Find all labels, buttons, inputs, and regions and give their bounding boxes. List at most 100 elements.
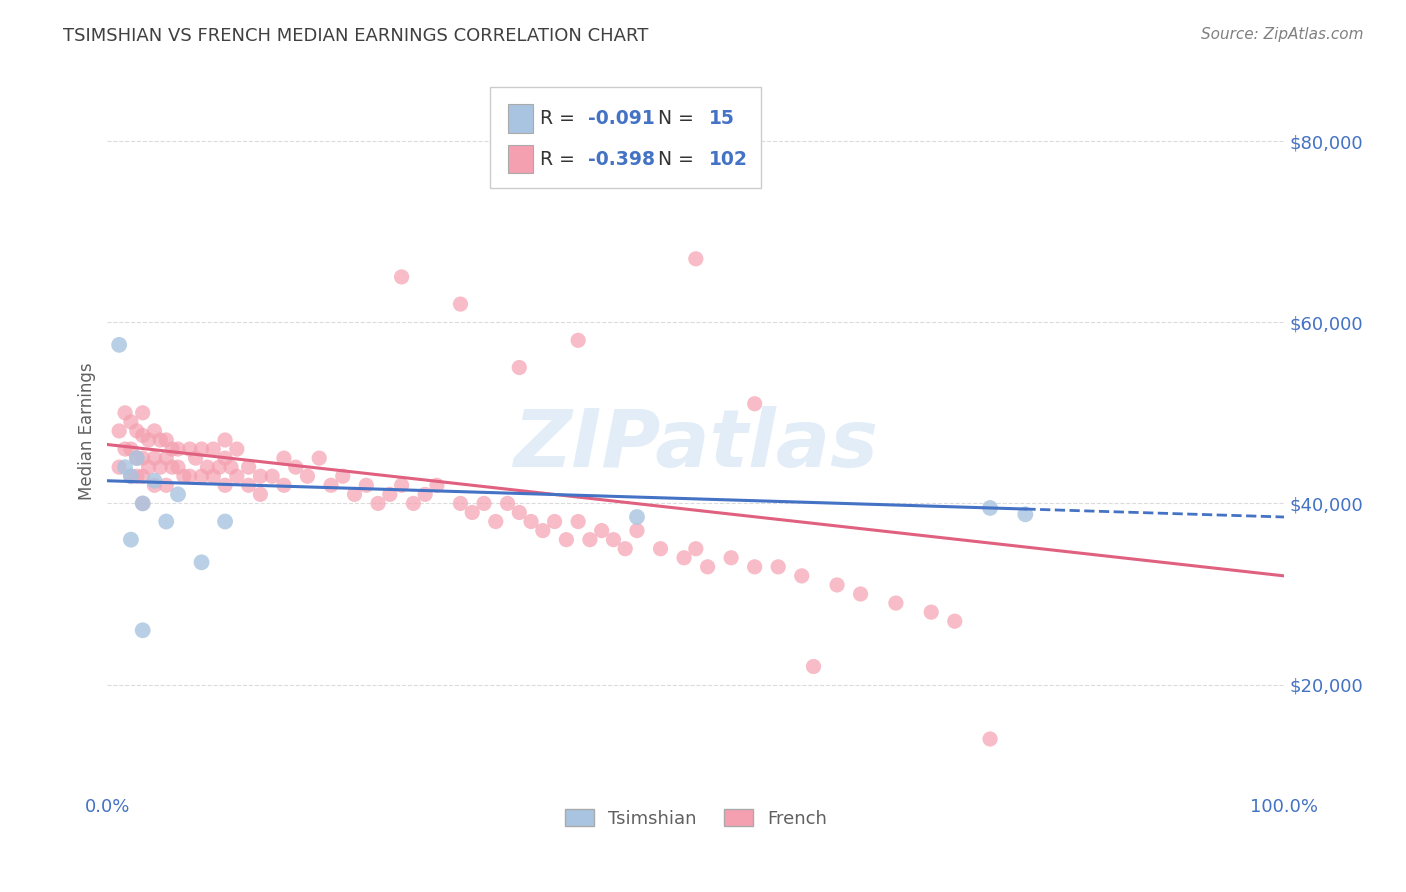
Legend: Tsimshian, French: Tsimshian, French — [558, 802, 834, 835]
Point — [131, 406, 153, 420]
Point — [179, 442, 201, 456]
Bar — [508, 104, 533, 133]
Point — [131, 496, 153, 510]
Point — [543, 515, 565, 529]
Point — [120, 415, 142, 429]
Point — [225, 469, 247, 483]
Point — [143, 424, 166, 438]
Point — [402, 496, 425, 510]
Point — [143, 451, 166, 466]
Point — [884, 596, 907, 610]
Point — [720, 550, 742, 565]
Text: Source: ZipAtlas.com: Source: ZipAtlas.com — [1201, 27, 1364, 42]
Point — [214, 478, 236, 492]
Point — [131, 624, 153, 638]
Point — [114, 460, 136, 475]
Text: R =: R = — [540, 150, 581, 169]
Point — [202, 442, 225, 456]
Point — [131, 469, 153, 483]
Point — [650, 541, 672, 556]
Text: 102: 102 — [709, 150, 748, 169]
Point — [125, 451, 148, 466]
Text: ZIPatlas: ZIPatlas — [513, 407, 879, 484]
Point — [319, 478, 342, 492]
Point — [138, 460, 160, 475]
Point — [149, 433, 172, 447]
Point — [531, 524, 554, 538]
Point — [125, 451, 148, 466]
Point — [120, 469, 142, 483]
Y-axis label: Median Earnings: Median Earnings — [79, 362, 96, 500]
Point — [125, 424, 148, 438]
Point — [120, 442, 142, 456]
Point — [508, 506, 530, 520]
Text: R =: R = — [540, 109, 581, 128]
Point — [555, 533, 578, 547]
Point — [108, 338, 131, 352]
Point — [202, 469, 225, 483]
Point — [143, 478, 166, 492]
Point — [614, 541, 637, 556]
Point — [273, 478, 295, 492]
Point — [149, 460, 172, 475]
Point — [308, 451, 330, 466]
Point — [197, 460, 219, 475]
Point — [332, 469, 354, 483]
Point — [184, 451, 207, 466]
Point — [356, 478, 378, 492]
Point — [120, 533, 142, 547]
Point — [225, 442, 247, 456]
Point — [214, 451, 236, 466]
Point — [284, 460, 307, 475]
Point — [472, 496, 495, 510]
Bar — [508, 145, 533, 173]
Point — [214, 433, 236, 447]
Point — [579, 533, 602, 547]
Point — [238, 460, 260, 475]
Point — [179, 469, 201, 483]
Point — [461, 506, 484, 520]
Point — [520, 515, 543, 529]
Point — [943, 614, 966, 628]
Point — [673, 550, 696, 565]
Point — [155, 451, 177, 466]
Point — [685, 252, 707, 266]
Point — [143, 474, 166, 488]
Point — [155, 515, 177, 529]
Point — [138, 433, 160, 447]
Point — [343, 487, 366, 501]
Point — [413, 487, 436, 501]
Text: N =: N = — [647, 150, 700, 169]
Point — [155, 433, 177, 447]
Point — [1014, 508, 1036, 522]
Point — [108, 424, 131, 438]
Point — [979, 731, 1001, 746]
Point — [803, 659, 825, 673]
Point — [790, 569, 813, 583]
Point — [367, 496, 389, 510]
Point — [114, 442, 136, 456]
Point — [167, 460, 190, 475]
Point — [591, 524, 613, 538]
Point — [567, 515, 589, 529]
Point — [391, 269, 413, 284]
Text: N =: N = — [647, 109, 700, 128]
Point — [696, 559, 718, 574]
Point — [131, 451, 153, 466]
Point — [190, 469, 212, 483]
Point — [273, 451, 295, 466]
Point — [173, 469, 195, 483]
Point — [426, 478, 449, 492]
Point — [626, 510, 648, 524]
Point — [125, 469, 148, 483]
Text: -0.398: -0.398 — [588, 150, 655, 169]
Point — [190, 442, 212, 456]
Point — [214, 515, 236, 529]
Point — [685, 541, 707, 556]
Point — [449, 496, 471, 510]
Point — [249, 469, 271, 483]
Point — [920, 605, 942, 619]
Point — [167, 442, 190, 456]
Point — [378, 487, 401, 501]
Point — [508, 360, 530, 375]
